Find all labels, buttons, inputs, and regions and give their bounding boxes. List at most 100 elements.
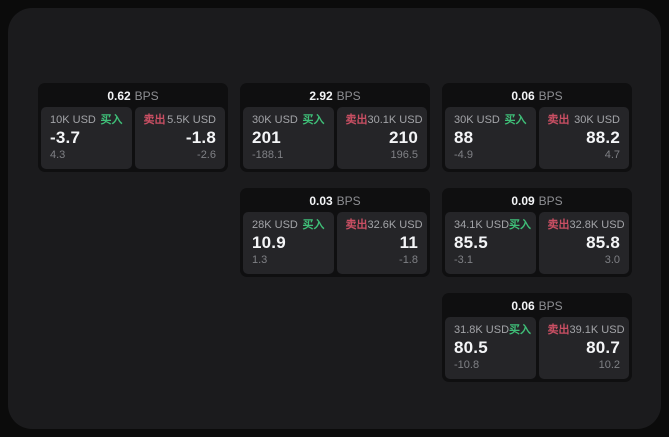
card-body: 30K USD 买入 88 -4.9 卖出 30K USD 88.2 4.7 [445, 107, 629, 169]
buy-panel-top-row: 10K USD 买入 [50, 114, 123, 127]
sell-side-label: 卖出 [547, 114, 570, 126]
card-body: 31.8K USD 买入 80.5 -10.8 卖出 39.1K USD 80.… [445, 317, 629, 379]
sell-side-label: 卖出 [345, 219, 368, 231]
buy-side-label: 买入 [509, 219, 532, 231]
bps-unit-label: BPS [538, 89, 563, 103]
quote-card-grid: 0.62 BPS 10K USD 买入 -3.7 4.3 卖出 5.5K USD… [38, 83, 632, 382]
buy-panel-top-row: 28K USD 买入 [252, 219, 325, 232]
buy-panel[interactable]: 10K USD 买入 -3.7 4.3 [41, 107, 132, 169]
sell-panel-top-row: 卖出 32.6K USD [345, 219, 423, 232]
buy-delta: -188.1 [252, 149, 284, 161]
sell-amount: 32.6K USD [367, 219, 423, 231]
bps-value: 0.62 [107, 89, 131, 103]
buy-amount: 30K USD [454, 114, 500, 126]
card-header: 0.06 BPS [445, 296, 629, 317]
sell-price: -1.8 [185, 128, 216, 147]
sell-panel[interactable]: 卖出 30K USD 88.2 4.7 [538, 107, 629, 169]
bps-value: 0.09 [511, 194, 535, 208]
bps-unit-label: BPS [538, 299, 563, 313]
buy-panel-top-row: 30K USD 买入 [454, 114, 527, 127]
buy-price: 85.5 [454, 233, 488, 252]
sell-side-label: 卖出 [547, 219, 570, 231]
card-body: 30K USD 买入 201 -188.1 卖出 30.1K USD 210 1… [243, 107, 427, 169]
buy-amount: 10K USD [50, 114, 96, 126]
buy-amount: 30K USD [252, 114, 298, 126]
sell-panel[interactable]: 卖出 32.8K USD 85.8 3.0 [538, 212, 629, 274]
card-header: 0.03 BPS [243, 191, 427, 212]
card-header: 0.06 BPS [445, 86, 629, 107]
buy-panel[interactable]: 30K USD 买入 88 -4.9 [445, 107, 536, 169]
quote-card[interactable]: 2.92 BPS 30K USD 买入 201 -188.1 卖出 30.1K … [240, 83, 430, 172]
buy-price: 10.9 [252, 233, 286, 252]
bps-unit-label: BPS [538, 194, 563, 208]
app-window: 0.62 BPS 10K USD 买入 -3.7 4.3 卖出 5.5K USD… [8, 8, 661, 429]
buy-amount: 34.1K USD [454, 219, 510, 231]
sell-panel[interactable]: 卖出 32.6K USD 11 -1.8 [336, 212, 427, 274]
sell-price: 80.7 [586, 338, 620, 357]
buy-price: 201 [252, 128, 281, 147]
sell-amount: 5.5K USD [167, 114, 216, 126]
bps-unit-label: BPS [336, 194, 361, 208]
bps-unit-label: BPS [134, 89, 159, 103]
sell-delta: 10.2 [598, 359, 620, 371]
card-header: 0.09 BPS [445, 191, 629, 212]
card-header: 0.62 BPS [41, 86, 225, 107]
buy-delta: -10.8 [454, 359, 480, 371]
quote-card[interactable]: 0.62 BPS 10K USD 买入 -3.7 4.3 卖出 5.5K USD… [38, 83, 228, 172]
sell-panel[interactable]: 卖出 5.5K USD -1.8 -2.6 [134, 107, 225, 169]
buy-panel[interactable]: 30K USD 买入 201 -188.1 [243, 107, 334, 169]
buy-delta: -4.9 [454, 149, 473, 161]
sell-delta: -1.8 [399, 254, 418, 266]
sell-amount: 32.8K USD [569, 219, 625, 231]
buy-side-label: 买入 [100, 114, 123, 126]
card-body: 34.1K USD 买入 85.5 -3.1 卖出 32.8K USD 85.8… [445, 212, 629, 274]
quote-card[interactable]: 0.03 BPS 28K USD 买入 10.9 1.3 卖出 32.6K US… [240, 188, 430, 277]
buy-panel[interactable]: 31.8K USD 买入 80.5 -10.8 [445, 317, 536, 379]
bps-unit-label: BPS [336, 89, 361, 103]
card-body: 28K USD 买入 10.9 1.3 卖出 32.6K USD 11 -1.8 [243, 212, 427, 274]
sell-amount: 39.1K USD [569, 324, 625, 336]
sell-price: 210 [389, 128, 418, 147]
buy-side-label: 买入 [302, 114, 325, 126]
sell-delta: 196.5 [390, 149, 418, 161]
buy-panel-top-row: 31.8K USD 买入 [454, 324, 531, 337]
sell-panel-top-row: 卖出 5.5K USD [144, 114, 217, 127]
bps-value: 0.06 [511, 299, 535, 313]
bps-value: 0.06 [511, 89, 535, 103]
buy-panel-top-row: 34.1K USD 买入 [454, 219, 531, 232]
sell-side-label: 卖出 [143, 114, 166, 126]
card-header: 2.92 BPS [243, 86, 427, 107]
sell-panel-top-row: 卖出 30.1K USD [345, 114, 423, 127]
sell-price: 11 [399, 233, 418, 252]
buy-side-label: 买入 [302, 219, 325, 231]
buy-delta: 1.3 [252, 254, 268, 266]
card-body: 10K USD 买入 -3.7 4.3 卖出 5.5K USD -1.8 -2.… [41, 107, 225, 169]
sell-panel-top-row: 卖出 39.1K USD [547, 324, 625, 337]
buy-delta: 4.3 [50, 149, 66, 161]
sell-delta: 4.7 [604, 149, 620, 161]
buy-amount: 28K USD [252, 219, 298, 231]
sell-panel[interactable]: 卖出 30.1K USD 210 196.5 [336, 107, 427, 169]
quote-card[interactable]: 0.06 BPS 30K USD 买入 88 -4.9 卖出 30K USD 8… [442, 83, 632, 172]
bps-value: 0.03 [309, 194, 333, 208]
sell-side-label: 卖出 [547, 324, 570, 336]
buy-price: -3.7 [50, 128, 81, 147]
sell-price: 85.8 [586, 233, 620, 252]
sell-delta: 3.0 [604, 254, 620, 266]
sell-panel[interactable]: 卖出 39.1K USD 80.7 10.2 [538, 317, 629, 379]
buy-price: 80.5 [454, 338, 488, 357]
buy-price: 88 [454, 128, 474, 147]
buy-panel-top-row: 30K USD 买入 [252, 114, 325, 127]
quote-card[interactable]: 0.09 BPS 34.1K USD 买入 85.5 -3.1 卖出 32.8K… [442, 188, 632, 277]
buy-amount: 31.8K USD [454, 324, 510, 336]
sell-amount: 30.1K USD [367, 114, 423, 126]
quote-card[interactable]: 0.06 BPS 31.8K USD 买入 80.5 -10.8 卖出 39.1… [442, 293, 632, 382]
sell-panel-top-row: 卖出 30K USD [548, 114, 621, 127]
sell-amount: 30K USD [574, 114, 620, 126]
sell-price: 88.2 [586, 128, 620, 147]
buy-panel[interactable]: 28K USD 买入 10.9 1.3 [243, 212, 334, 274]
sell-side-label: 卖出 [345, 114, 368, 126]
buy-panel[interactable]: 34.1K USD 买入 85.5 -3.1 [445, 212, 536, 274]
buy-side-label: 买入 [509, 324, 532, 336]
buy-side-label: 买入 [504, 114, 527, 126]
